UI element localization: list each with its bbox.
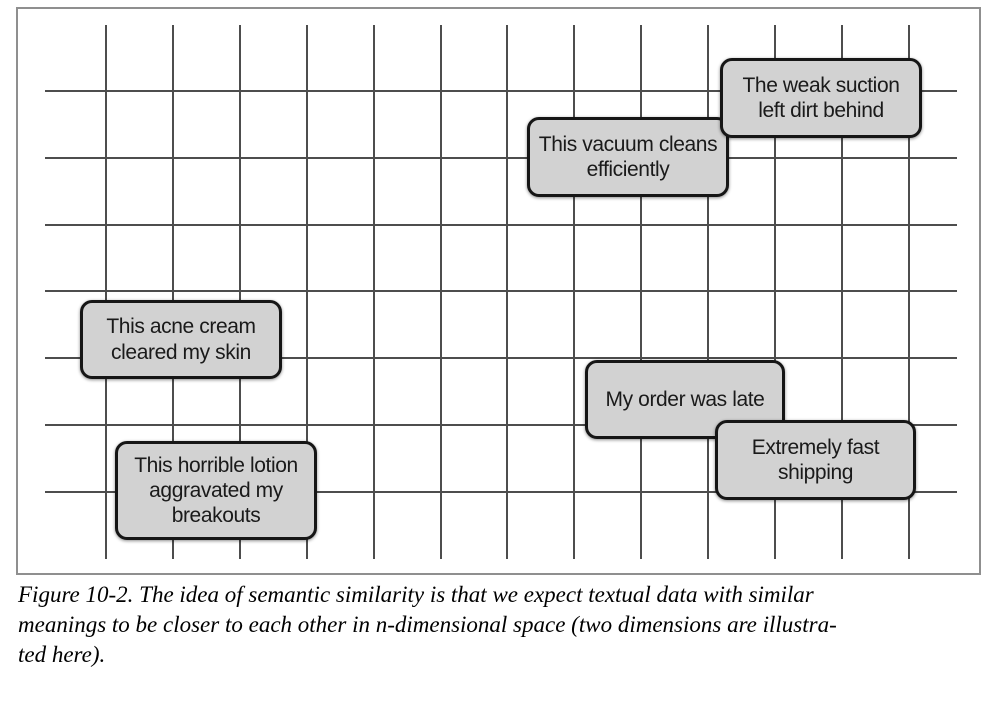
- note-box-weak-suction: The weak suction left dirt behind: [720, 58, 922, 138]
- grid-vertical-line: [373, 25, 375, 559]
- grid-vertical-line: [774, 25, 776, 559]
- note-box-label: My order was late: [605, 387, 765, 411]
- grid-horizontal-line: [45, 290, 957, 292]
- grid-vertical-line: [306, 25, 308, 559]
- grid-vertical-line: [573, 25, 575, 559]
- note-box-vacuum-cleans: This vacuum cleans efficiently: [527, 117, 729, 197]
- grid-horizontal-line: [45, 357, 957, 359]
- note-box-label: This vacuum cleans efficiently: [538, 132, 718, 181]
- grid-horizontal-line: [45, 90, 957, 92]
- grid-vertical-line: [440, 25, 442, 559]
- grid-vertical-line: [172, 25, 174, 559]
- grid-horizontal-line: [45, 224, 957, 226]
- note-box-acne-cream: This acne cream cleared my skin: [80, 300, 282, 379]
- note-box-label: The weak suction left dirt behind: [742, 73, 900, 122]
- grid-horizontal-line: [45, 491, 957, 493]
- grid-vertical-line: [506, 25, 508, 559]
- grid-vertical-line: [908, 25, 910, 559]
- figure-border-frame: This vacuum cleans efficiently The weak s…: [16, 7, 981, 575]
- note-box-fast-shipping: Extremely fast shipping: [715, 420, 916, 500]
- grid-vertical-line: [640, 25, 642, 559]
- grid-horizontal-line: [45, 424, 957, 426]
- figure-caption: Figure 10-2. The idea of semantic simila…: [18, 582, 837, 667]
- note-box-label: Extremely fast shipping: [751, 435, 880, 484]
- grid-vertical-line: [841, 25, 843, 559]
- grid-vertical-line: [707, 25, 709, 559]
- grid-vertical-line: [105, 25, 107, 559]
- grid-horizontal-line: [45, 157, 957, 159]
- note-box-horrible-lotion: This horrible lotion aggravated my break…: [115, 441, 317, 540]
- note-box-label: This acne cream cleared my skin: [106, 315, 256, 364]
- note-box-label: This horrible lotion aggravated my break…: [134, 453, 298, 528]
- grid-vertical-line: [239, 25, 241, 559]
